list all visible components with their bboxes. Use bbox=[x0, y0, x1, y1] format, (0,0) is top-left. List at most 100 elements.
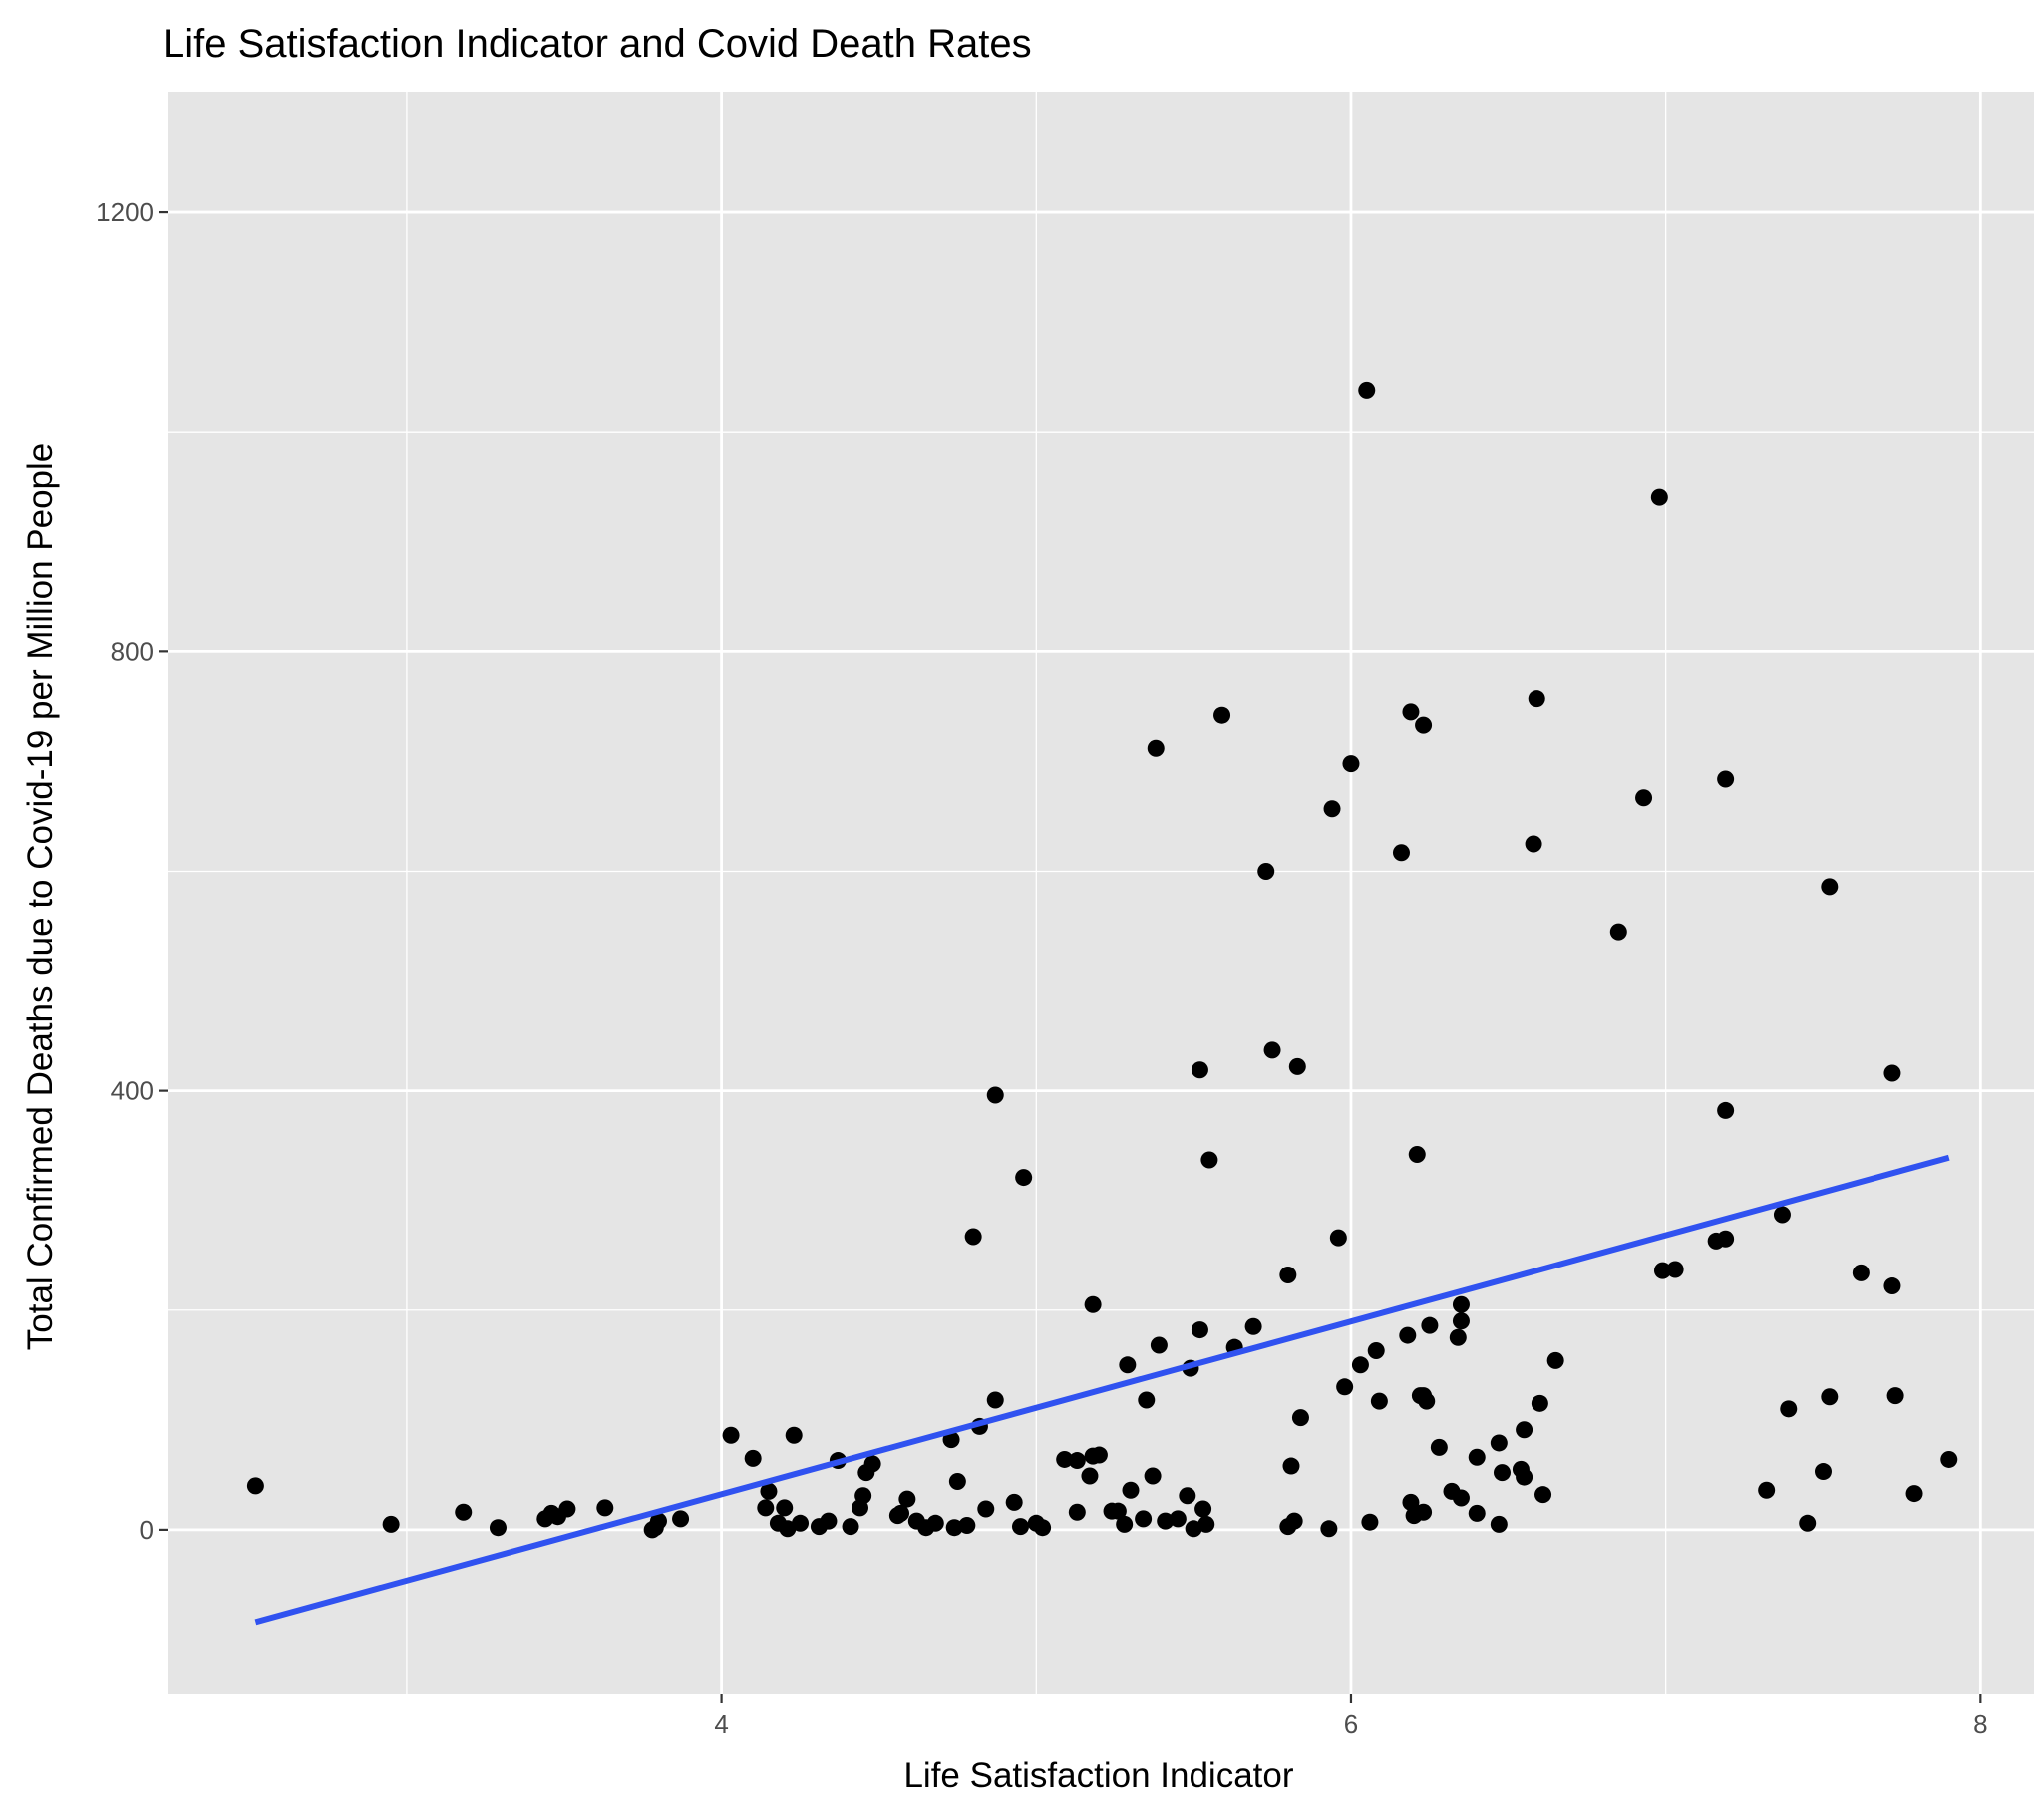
x-axis-title: Life Satisfaction Indicator bbox=[903, 1756, 1293, 1795]
data-point bbox=[1525, 835, 1542, 853]
data-point bbox=[246, 1477, 264, 1495]
data-point bbox=[1717, 1230, 1735, 1248]
data-point bbox=[1244, 1317, 1262, 1335]
data-point bbox=[1402, 1493, 1420, 1511]
x-tick-label: 8 bbox=[1973, 1709, 1987, 1739]
data-point bbox=[892, 1504, 910, 1522]
data-point bbox=[596, 1499, 614, 1517]
data-point bbox=[1799, 1514, 1817, 1532]
data-point bbox=[820, 1512, 838, 1530]
plot-panel bbox=[168, 92, 2034, 1694]
data-point bbox=[1493, 1464, 1511, 1482]
data-point bbox=[649, 1512, 667, 1530]
data-point bbox=[757, 1499, 775, 1517]
data-point bbox=[1291, 1409, 1309, 1427]
data-point bbox=[1531, 1394, 1548, 1412]
data-point bbox=[1200, 1151, 1218, 1169]
data-point bbox=[1883, 1277, 1901, 1295]
data-point bbox=[1821, 1388, 1839, 1406]
data-point bbox=[1852, 1264, 1870, 1281]
data-point bbox=[1490, 1434, 1508, 1452]
data-point bbox=[1367, 1341, 1385, 1359]
x-axis: 4 6 8 bbox=[714, 1694, 1988, 1739]
data-point bbox=[489, 1519, 507, 1537]
data-point bbox=[1288, 1057, 1306, 1075]
data-point bbox=[1516, 1421, 1533, 1439]
data-point bbox=[1279, 1267, 1297, 1284]
major-gridlines bbox=[168, 92, 2034, 1694]
data-point bbox=[1516, 1468, 1533, 1486]
y-tick-label: 0 bbox=[140, 1515, 154, 1545]
y-axis-title: Total Confirmed Deaths due to Covid-19 p… bbox=[21, 443, 60, 1350]
data-point bbox=[785, 1426, 803, 1444]
data-point bbox=[1821, 878, 1839, 896]
data-point bbox=[1147, 739, 1165, 757]
y-tick-label: 1200 bbox=[96, 197, 154, 227]
data-point bbox=[1468, 1504, 1486, 1522]
data-point bbox=[1940, 1450, 1958, 1468]
data-point bbox=[1213, 706, 1231, 724]
data-point bbox=[1351, 1356, 1369, 1374]
data-point bbox=[1814, 1463, 1832, 1481]
x-tick-label: 4 bbox=[714, 1709, 728, 1739]
data-point bbox=[1408, 1145, 1426, 1163]
data-point bbox=[1399, 1326, 1417, 1344]
data-point bbox=[948, 1472, 966, 1490]
data-point bbox=[1546, 1351, 1564, 1369]
data-point bbox=[1449, 1328, 1467, 1346]
data-point bbox=[1090, 1446, 1108, 1464]
data-point bbox=[1135, 1510, 1153, 1528]
data-point bbox=[558, 1500, 576, 1518]
data-point bbox=[1650, 488, 1668, 506]
data-point bbox=[1528, 690, 1545, 708]
data-point bbox=[1653, 1262, 1671, 1279]
data-point bbox=[1415, 1503, 1433, 1521]
data-point bbox=[1329, 1229, 1347, 1247]
data-point bbox=[1370, 1392, 1388, 1410]
data-point bbox=[1257, 862, 1275, 880]
data-point bbox=[1452, 1489, 1470, 1507]
data-point bbox=[1883, 1064, 1901, 1082]
data-point bbox=[1068, 1452, 1086, 1470]
data-point bbox=[382, 1515, 400, 1533]
data-point bbox=[1323, 800, 1341, 818]
data-point bbox=[1430, 1438, 1448, 1456]
data-point bbox=[1119, 1356, 1137, 1374]
data-point bbox=[1150, 1336, 1168, 1354]
data-point bbox=[1015, 1169, 1033, 1187]
data-point bbox=[1263, 1041, 1281, 1059]
data-point bbox=[672, 1510, 690, 1528]
data-point bbox=[1194, 1500, 1212, 1518]
data-point bbox=[1418, 1392, 1436, 1410]
data-point bbox=[898, 1490, 916, 1508]
data-point bbox=[854, 1487, 872, 1505]
data-point bbox=[1034, 1519, 1052, 1537]
data-point bbox=[1336, 1378, 1354, 1396]
data-point bbox=[1144, 1467, 1162, 1485]
data-point bbox=[986, 1391, 1004, 1409]
data-point bbox=[1068, 1503, 1086, 1521]
data-point bbox=[1773, 1206, 1791, 1224]
data-point bbox=[1285, 1512, 1303, 1530]
data-point bbox=[958, 1516, 976, 1534]
data-point bbox=[942, 1431, 960, 1449]
data-point bbox=[986, 1086, 1004, 1104]
data-point bbox=[1358, 381, 1376, 399]
data-point bbox=[1191, 1061, 1208, 1079]
data-point bbox=[455, 1503, 473, 1521]
y-tick-label: 400 bbox=[111, 1076, 154, 1106]
data-point bbox=[722, 1426, 740, 1444]
data-point bbox=[1157, 1512, 1175, 1530]
data-point bbox=[1361, 1513, 1379, 1531]
data-point bbox=[1084, 1295, 1102, 1313]
trend-line bbox=[254, 1154, 1950, 1626]
data-point bbox=[1392, 844, 1410, 862]
data-point bbox=[945, 1519, 963, 1537]
data-point bbox=[1342, 755, 1360, 773]
data-point bbox=[1012, 1518, 1030, 1536]
data-point bbox=[1635, 789, 1653, 807]
data-point bbox=[1109, 1502, 1127, 1520]
data-point bbox=[1421, 1316, 1439, 1334]
x-tick-label: 6 bbox=[1344, 1709, 1358, 1739]
